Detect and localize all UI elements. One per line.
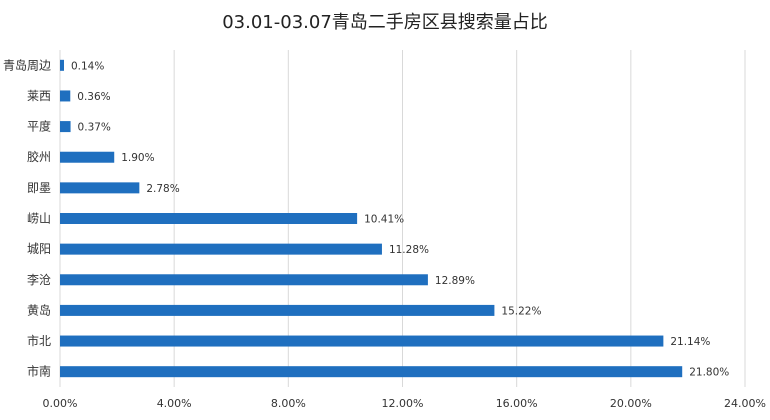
bar <box>60 90 71 102</box>
bar <box>60 182 140 194</box>
data-labels: 0.14% 0.36% 0.37% 1.90% 2.78% 10.41% 11.28% 12.… <box>71 60 729 378</box>
category-label: 莱西 <box>27 89 51 103</box>
data-label: 1.90% <box>121 152 154 164</box>
x-tick-label: 16.00% <box>496 397 538 410</box>
x-tick-label: 8.00% <box>271 397 306 410</box>
bar <box>60 213 358 224</box>
x-tick-label: 24.00% <box>724 397 766 410</box>
bars <box>60 59 683 378</box>
data-label: 12.89% <box>435 275 475 287</box>
category-label: 青岛周边 <box>3 57 51 72</box>
bar <box>60 151 115 163</box>
category-label: 即墨 <box>27 181 51 195</box>
category-label: 市北 <box>27 333 51 348</box>
x-tick-label: 12.00% <box>382 397 424 410</box>
data-label: 15.22% <box>501 305 541 317</box>
chart-title: 03.01-03.07青岛二手房区县搜索量占比 <box>222 12 548 33</box>
data-label: 21.14% <box>670 336 710 348</box>
data-label: 21.80% <box>689 367 729 379</box>
bar <box>60 304 495 316</box>
bar <box>60 243 382 255</box>
x-axis-ticks: 0.00% 4.00% 8.00% 12.00% 16.00% 20.00% 24.00% <box>43 397 766 410</box>
category-label: 崂山 <box>27 212 51 226</box>
data-label: 0.37% <box>78 122 111 134</box>
data-label: 0.36% <box>77 91 110 103</box>
bar <box>60 121 71 133</box>
x-tick-label: 4.00% <box>157 397 192 410</box>
category-label: 市南 <box>27 364 51 379</box>
category-label: 胶州 <box>27 149 51 164</box>
x-tick-label: 20.00% <box>610 397 652 410</box>
data-label: 10.41% <box>364 214 404 226</box>
x-tick-label: 0.00% <box>43 397 78 410</box>
data-label: 0.14% <box>71 60 104 72</box>
data-label: 11.28% <box>389 244 429 256</box>
bar <box>60 59 64 71</box>
bar <box>60 274 428 286</box>
category-label: 黄岛 <box>27 302 51 317</box>
data-label: 2.78% <box>146 183 179 195</box>
bar <box>60 335 664 347</box>
category-label: 李沧 <box>27 272 51 287</box>
category-label: 平度 <box>27 119 51 134</box>
category-label: 城阳 <box>27 242 51 256</box>
bar <box>60 366 683 378</box>
